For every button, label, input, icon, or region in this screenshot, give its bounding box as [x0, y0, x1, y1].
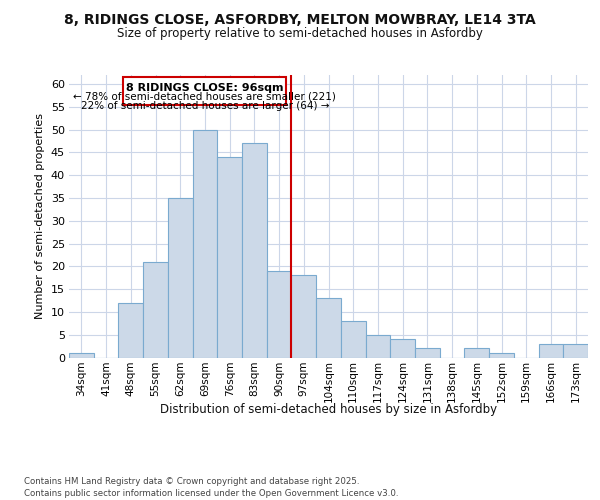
Bar [217, 157, 242, 358]
Bar [267, 271, 292, 358]
Bar [464, 348, 489, 358]
Bar [341, 321, 365, 358]
Bar [118, 303, 143, 358]
Text: Distribution of semi-detached houses by size in Asfordby: Distribution of semi-detached houses by … [160, 402, 497, 415]
Bar [563, 344, 588, 358]
Text: 8 RIDINGS CLOSE: 96sqm: 8 RIDINGS CLOSE: 96sqm [126, 82, 284, 92]
Text: 8, RIDINGS CLOSE, ASFORDBY, MELTON MOWBRAY, LE14 3TA: 8, RIDINGS CLOSE, ASFORDBY, MELTON MOWBR… [64, 12, 536, 26]
Text: 22% of semi-detached houses are larger (64) →: 22% of semi-detached houses are larger (… [80, 101, 329, 111]
Bar [365, 334, 390, 357]
Bar [415, 348, 440, 358]
Text: ← 78% of semi-detached houses are smaller (221): ← 78% of semi-detached houses are smalle… [73, 92, 337, 102]
Bar [489, 353, 514, 358]
Text: Size of property relative to semi-detached houses in Asfordby: Size of property relative to semi-detach… [117, 28, 483, 40]
Bar [193, 130, 217, 358]
Bar [143, 262, 168, 358]
Bar [69, 353, 94, 358]
FancyBboxPatch shape [124, 78, 286, 104]
Bar [539, 344, 563, 358]
Bar [242, 144, 267, 358]
Y-axis label: Number of semi-detached properties: Number of semi-detached properties [35, 114, 45, 320]
Bar [390, 340, 415, 357]
Bar [168, 198, 193, 358]
Text: Contains HM Land Registry data © Crown copyright and database right 2025.
Contai: Contains HM Land Registry data © Crown c… [24, 476, 398, 498]
Bar [316, 298, 341, 358]
Bar [292, 276, 316, 357]
